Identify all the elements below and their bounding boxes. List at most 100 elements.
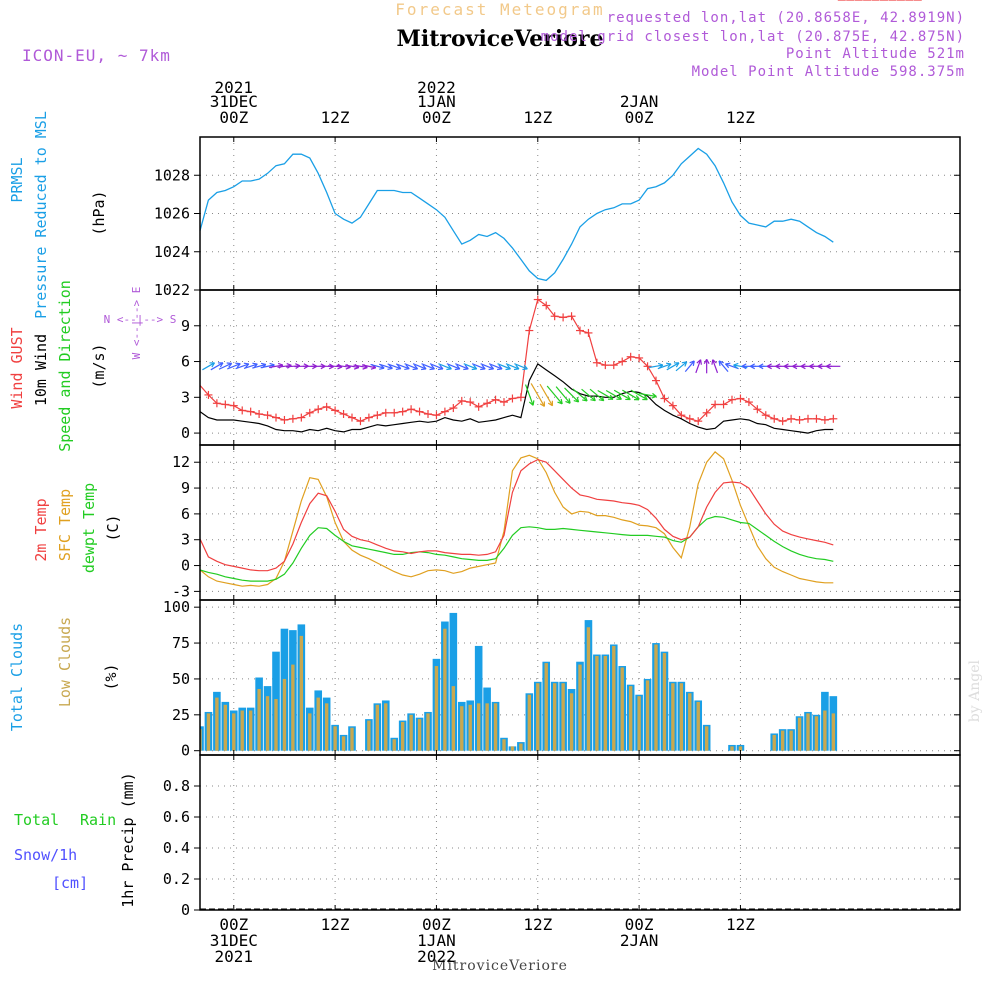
- top-time-label: 2022: [417, 78, 456, 97]
- y-tick-label: 0: [181, 424, 190, 442]
- gust-marker: [314, 405, 323, 414]
- wind-arrow-head: [635, 395, 640, 401]
- wind-arrow-head: [370, 367, 376, 370]
- gust-marker: [381, 408, 390, 417]
- low-cloud-bar: [645, 680, 650, 751]
- gust-marker: [677, 411, 686, 420]
- wind-arrow-head: [718, 360, 721, 366]
- wind-arrow: [446, 363, 461, 371]
- closest-coords: model grid closest lon,lat (20.875E, 42.…: [540, 29, 965, 45]
- wind-arrow-shaft: [638, 392, 657, 398]
- gust-marker: [719, 400, 728, 409]
- bottom-time-label: 2021: [215, 947, 254, 966]
- wind-arrow: [480, 363, 495, 371]
- low-cloud-bar: [569, 693, 574, 751]
- wind-arrow-head: [618, 394, 622, 400]
- wind-arrow: [613, 389, 631, 401]
- wind-arrow-shaft: [202, 362, 215, 371]
- low-cloud-bar: [688, 693, 692, 751]
- wind-arrow-head: [651, 395, 657, 399]
- bottom-time-label: 12Z: [523, 915, 552, 934]
- panel-frame: [199, 754, 961, 911]
- gust-marker: [221, 400, 230, 409]
- wind-arrow-head: [303, 363, 309, 367]
- gust-marker: [305, 408, 314, 417]
- low-cloud-bar: [519, 743, 523, 751]
- gust-marker: [626, 352, 635, 361]
- gust-marker: [432, 411, 441, 420]
- wind-arrow-head: [792, 365, 798, 370]
- wind-arrow-shaft: [488, 363, 503, 370]
- low-cloud-bar: [232, 713, 236, 751]
- gust-marker: [398, 407, 407, 416]
- wind-arrow: [438, 363, 452, 371]
- top-time-label: 12Z: [726, 108, 755, 127]
- wind-arrow-head: [437, 368, 444, 371]
- wind-arrow-shaft: [328, 365, 343, 368]
- wind-arrow-shaft: [438, 363, 452, 370]
- wind-arrow: [395, 363, 410, 371]
- y-tick-label: 100: [163, 598, 190, 616]
- wind-arrow-head: [665, 362, 672, 365]
- wind-arrow: [235, 362, 250, 370]
- gust-marker: [778, 417, 787, 426]
- temp2m-label: 2m Temp: [32, 498, 50, 561]
- wind-arrow-head: [725, 362, 731, 365]
- low-cloud-bar: [544, 663, 548, 751]
- low-cloud-bar: [299, 635, 304, 751]
- low-cloud-bar: [679, 683, 684, 751]
- wind-arrow-shaft: [630, 389, 648, 401]
- wind-arrow-head: [696, 359, 702, 364]
- low-cloud-bar: [603, 655, 608, 751]
- bottom-time-label: 00Z: [219, 915, 248, 934]
- gust-marker: [550, 312, 559, 321]
- wind-arrow-shaft: [480, 363, 494, 370]
- gust-marker: [584, 328, 593, 337]
- temp-unit-label: (C): [104, 514, 122, 541]
- wind-arrow-head: [809, 363, 815, 367]
- wind-arrow-head: [766, 363, 772, 367]
- low-cloud-bar: [527, 694, 532, 751]
- low-cloud-bar: [831, 713, 836, 751]
- wind-arrow: [564, 387, 580, 403]
- wind-arrow-head: [362, 366, 368, 370]
- low-cloud-bar: [578, 664, 582, 751]
- wind-arrow-head: [219, 362, 224, 368]
- wind-arrow-head: [421, 368, 427, 371]
- wind-arrow: [581, 388, 596, 402]
- wind-arrow: [605, 390, 622, 400]
- wind-arrow-head: [397, 364, 402, 370]
- wind-arrow-head: [228, 362, 233, 368]
- wind-arrow-shaft: [260, 364, 275, 369]
- wind-arrow-head: [497, 368, 503, 371]
- low-cloud-bar: [654, 644, 658, 751]
- wind-arrow-shaft: [361, 364, 376, 369]
- wind-arrow: [210, 362, 224, 371]
- wind-speed-dir-label: Speed and Direction: [56, 280, 74, 452]
- model-label: ICON-EU, ~ 7km: [22, 46, 171, 65]
- wind-arrow: [733, 362, 748, 369]
- top-time-label: 2JAN: [620, 92, 659, 111]
- total-clouds-label: Total Clouds: [8, 623, 26, 731]
- wind-arrow: [227, 362, 241, 370]
- total-cloud-bar: [474, 645, 483, 751]
- wind-arrow-head: [506, 364, 511, 370]
- wind-arrow: [505, 363, 520, 371]
- sfc-temp-line: [199, 451, 834, 587]
- low-cloud-bar: [797, 717, 802, 751]
- bottom-time-label: 2JAN: [620, 931, 659, 950]
- gust-marker: [542, 301, 551, 310]
- low-cloud-bar: [814, 716, 819, 751]
- y-tick-label: 3: [181, 388, 190, 406]
- wind10m-line: [199, 363, 834, 434]
- low-cloud-bar: [316, 697, 320, 751]
- wind-arrow-head: [750, 365, 756, 370]
- gust-marker: [685, 414, 694, 423]
- low-cloud-bar: [468, 704, 472, 751]
- wind-arrow: [218, 362, 233, 370]
- wind-arrow-shaft: [524, 384, 534, 406]
- wind-arrow-head: [387, 367, 393, 370]
- wind-arrow: [471, 363, 486, 371]
- low-cloud-bar: [637, 696, 641, 751]
- low-cloud-bar: [223, 704, 228, 751]
